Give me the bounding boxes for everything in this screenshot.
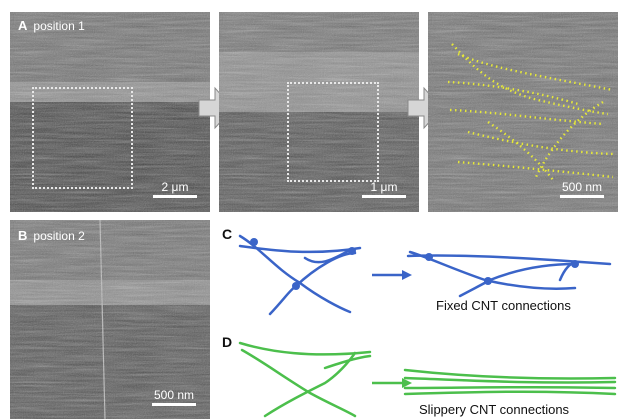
sem-image-a2 xyxy=(219,12,419,212)
arrow-d xyxy=(372,378,412,388)
scale-bar-a2: 1 μm xyxy=(359,180,409,198)
zoom-region-box-2 xyxy=(287,82,379,182)
panel-d-letter: D xyxy=(222,334,233,350)
schematic-c xyxy=(238,234,612,316)
sem-image-a1 xyxy=(10,12,210,212)
scale-bar-a1: 2 μm xyxy=(150,180,200,198)
fixed-cnt-before xyxy=(238,234,362,316)
schematic-d xyxy=(238,341,617,418)
arrow-c xyxy=(372,270,412,280)
scale-bar-b: 500 nm xyxy=(144,388,204,406)
caption-fixed-connections: Fixed CNT connections xyxy=(436,298,571,313)
sem-panel-a-zoom1: 1 μm xyxy=(219,12,419,212)
cnt-tracing-lines xyxy=(447,43,614,181)
zoom-region-box xyxy=(32,87,133,189)
fixed-cnt-after xyxy=(406,250,612,298)
sem-panel-a-zoom2: 500 nm xyxy=(428,12,618,212)
sem-image-b xyxy=(10,220,210,419)
caption-slippery-connections: Slippery CNT connections xyxy=(419,402,570,417)
slippery-cnt-after xyxy=(403,368,617,396)
fixed-junctions-after xyxy=(425,253,579,285)
slippery-cnt-before xyxy=(238,341,372,418)
panel-c-letter: C xyxy=(222,226,233,242)
scale-bar-a3: 500 nm xyxy=(552,180,612,198)
fixed-junctions-before xyxy=(250,238,356,290)
sem-image-a3 xyxy=(428,12,618,212)
